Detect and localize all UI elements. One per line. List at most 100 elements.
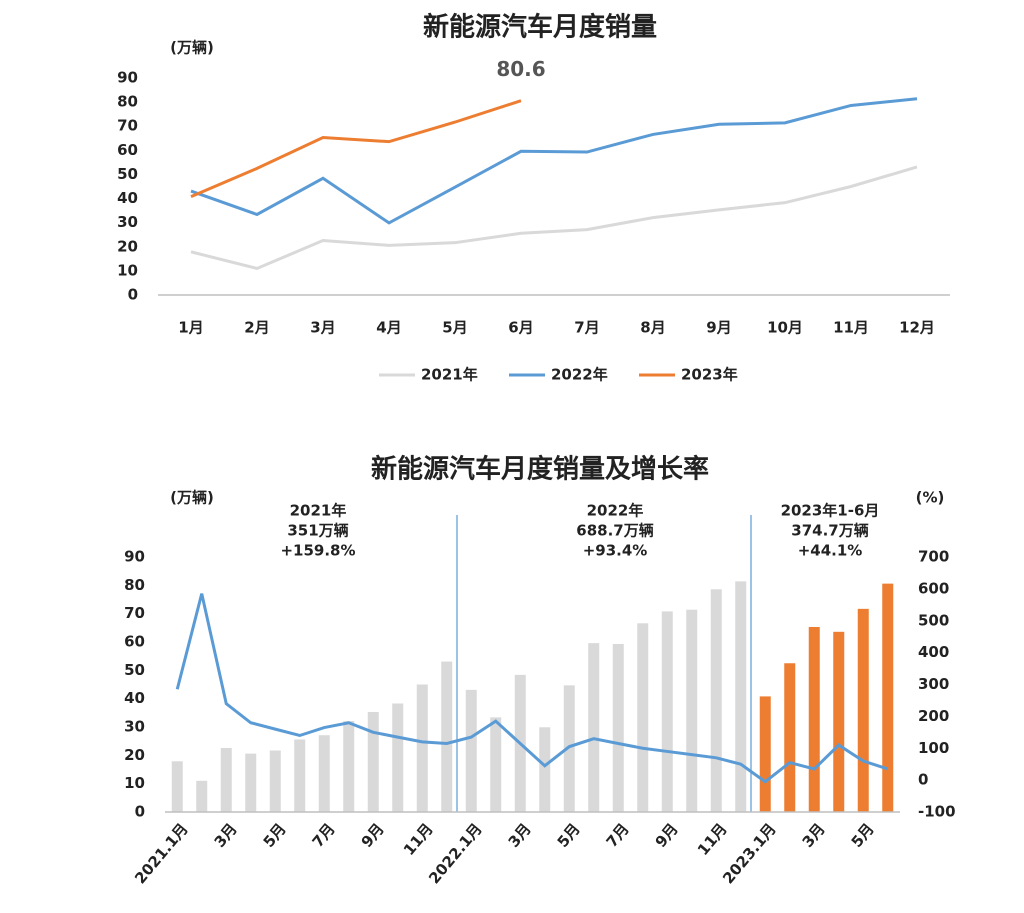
bar: [196, 780, 208, 812]
y2-axis-label: (%): [916, 489, 945, 507]
y-tick-label: 50: [124, 661, 145, 679]
x-tick-label: 2021.1月: [131, 820, 192, 887]
x-tick-label: 1月: [178, 319, 203, 337]
y-tick-label: 20: [117, 237, 138, 255]
line-series: [190, 99, 522, 199]
bar: [857, 608, 869, 812]
y-tick-label: 50: [117, 165, 138, 183]
y-tick-label: 60: [117, 141, 138, 159]
y2-tick-label: -100: [918, 803, 956, 821]
line-series: [190, 97, 918, 225]
y-tick-label: 70: [124, 604, 145, 622]
y2-tick-label: 500: [918, 611, 949, 629]
bar: [367, 711, 379, 812]
y2-tick-label: 300: [918, 675, 949, 693]
legend-label: 2021年: [421, 366, 478, 384]
x-tick-label: 3月: [505, 820, 535, 851]
bar: [465, 689, 477, 812]
y-tick-label: 0: [128, 286, 138, 304]
x-tick-label: 7月: [309, 820, 339, 851]
annotation: +159.8%: [280, 542, 355, 560]
y-tick-label: 90: [117, 69, 138, 87]
bar: [882, 583, 894, 812]
y-tick-label: 20: [124, 746, 145, 764]
bar: [637, 623, 649, 812]
y-axis-label: (万辆): [170, 39, 214, 57]
y-tick-label: 40: [117, 189, 138, 207]
chart-title: 新能源汽车月度销量: [423, 12, 657, 43]
bar: [416, 684, 428, 812]
y2-tick-label: 200: [918, 707, 949, 725]
y2-tick-label: 0: [918, 771, 928, 789]
legend-label: 2022年: [551, 366, 608, 384]
y-tick-label: 30: [117, 213, 138, 231]
legend-label: 2023年: [681, 366, 738, 384]
bar: [269, 750, 281, 812]
x-tick-label: 10月: [767, 319, 803, 337]
y-tick-label: 30: [124, 718, 145, 736]
annotation: 688.7万辆: [576, 522, 653, 540]
y-tick-label: 80: [124, 576, 145, 594]
x-tick-label: 11月: [833, 319, 869, 337]
x-tick-label: 3月: [211, 820, 241, 851]
bar: [245, 753, 257, 812]
annotation: 2022年: [587, 502, 644, 520]
x-tick-label: 6月: [508, 319, 533, 337]
y-tick-label: 80: [117, 93, 138, 111]
line-series: [190, 165, 918, 271]
x-tick-label: 9月: [652, 820, 682, 851]
bar: [735, 581, 747, 812]
y2-tick-label: 100: [918, 739, 949, 757]
bar: [343, 721, 355, 812]
annotation: 2021年: [290, 502, 347, 520]
bar: [759, 696, 771, 812]
annotation: 374.7万辆: [791, 522, 868, 540]
y2-tick-label: 700: [918, 548, 949, 566]
bar: [539, 727, 551, 812]
x-tick-label: 5月: [554, 820, 584, 851]
y-tick-label: 10: [124, 774, 145, 792]
x-tick-label: 5月: [442, 319, 467, 337]
y-axis-label: (万辆): [170, 489, 214, 507]
bar: [171, 761, 183, 812]
chart-title: 新能源汽车月度销量及增长率: [371, 454, 709, 485]
y2-tick-label: 400: [918, 643, 949, 661]
y-tick-label: 10: [117, 261, 138, 279]
x-tick-label: 5月: [260, 820, 290, 851]
x-tick-label: 7月: [603, 820, 633, 851]
bar: [784, 663, 796, 812]
bar: [686, 609, 698, 812]
y-tick-label: 70: [117, 117, 138, 135]
x-tick-label: 11月: [400, 820, 437, 859]
x-tick-label: 7月: [574, 319, 599, 337]
bar: [392, 703, 404, 812]
annotation: 2023年1-6月: [781, 502, 880, 520]
x-tick-label: 3月: [799, 820, 829, 851]
bar: [220, 747, 232, 812]
x-tick-label: 4月: [376, 319, 401, 337]
line-series: [175, 593, 889, 784]
bar: [612, 643, 624, 812]
bar: [563, 685, 575, 812]
bar: [490, 717, 502, 812]
data-label: 80.6: [496, 57, 545, 81]
bar: [710, 589, 722, 812]
x-tick-label: 9月: [358, 820, 388, 851]
annotation: +44.1%: [798, 542, 863, 560]
annotation: +93.4%: [583, 542, 648, 560]
y-tick-label: 40: [124, 689, 145, 707]
bar: [661, 611, 673, 812]
x-tick-label: 9月: [706, 319, 731, 337]
x-tick-label: 8月: [640, 319, 665, 337]
x-tick-label: 11月: [694, 820, 731, 859]
y-tick-label: 60: [124, 633, 145, 651]
bar: [441, 661, 453, 812]
bar: [318, 735, 330, 812]
x-tick-label: 5月: [848, 820, 878, 851]
x-tick-label: 2月: [244, 319, 269, 337]
bar: [808, 626, 820, 812]
x-tick-label: 12月: [899, 319, 935, 337]
bar: [588, 643, 600, 812]
y2-tick-label: 600: [918, 579, 949, 597]
